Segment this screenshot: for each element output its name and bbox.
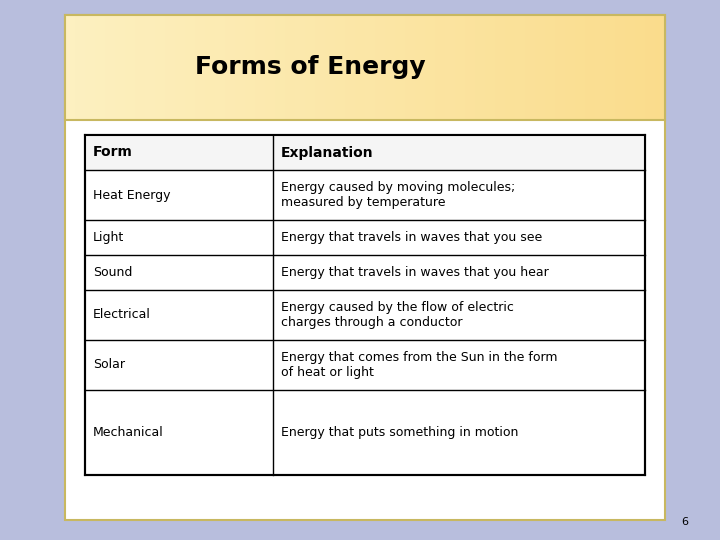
Bar [165,15,176,120]
Bar [485,15,496,120]
Text: Energy caused by moving molecules;
measured by temperature: Energy caused by moving molecules; measu… [281,181,515,209]
Text: Electrical: Electrical [93,308,151,321]
Bar [255,15,266,120]
Text: Sound: Sound [93,266,132,279]
Bar [425,15,436,120]
Bar [465,15,476,120]
Bar [535,15,546,120]
Text: Heat Energy: Heat Energy [93,188,171,201]
Bar [275,15,286,120]
Bar [615,15,626,120]
Bar [325,15,336,120]
Bar [595,15,606,120]
Bar [125,15,136,120]
Bar [85,15,96,120]
Text: Explanation: Explanation [281,145,373,159]
Bar [155,15,166,120]
Bar [75,15,86,120]
Bar [565,15,576,120]
Bar [175,15,186,120]
Bar [455,15,466,120]
Bar [85,135,645,475]
Bar [645,15,656,120]
Text: Form: Form [93,145,133,159]
Bar [605,15,616,120]
Bar [85,135,645,170]
Bar [285,15,296,120]
Bar [135,15,146,120]
Bar [145,15,156,120]
Bar [395,15,406,120]
Bar [405,15,416,120]
Bar [475,15,486,120]
Bar [115,15,126,120]
Text: Energy that travels in waves that you hear: Energy that travels in waves that you he… [281,266,549,279]
Bar [295,15,306,120]
Text: Energy that travels in waves that you see: Energy that travels in waves that you se… [281,231,542,244]
Text: Solar: Solar [93,359,125,372]
Text: Mechanical: Mechanical [93,426,163,439]
Text: Forms of Energy: Forms of Energy [195,55,426,79]
Bar [415,15,426,120]
Bar [635,15,646,120]
Bar [435,15,446,120]
Bar [305,15,316,120]
Bar [345,15,356,120]
Bar [315,15,326,120]
Bar [445,15,456,120]
Bar [655,15,666,120]
Bar [355,15,366,120]
Bar [205,15,216,120]
Bar [65,15,665,120]
Text: Energy caused by the flow of electric
charges through a conductor: Energy caused by the flow of electric ch… [281,301,513,329]
Bar [245,15,256,120]
Bar [235,15,246,120]
Bar [195,15,206,120]
Bar [625,15,636,120]
Bar [385,15,396,120]
Bar [265,15,276,120]
Text: Energy that comes from the Sun in the form
of heat or light: Energy that comes from the Sun in the fo… [281,351,557,379]
Bar [495,15,506,120]
Bar [375,15,386,120]
Bar [525,15,536,120]
Bar [65,15,665,520]
Bar [185,15,196,120]
Text: 6: 6 [682,517,688,527]
Text: Energy that puts something in motion: Energy that puts something in motion [281,426,518,439]
Bar [335,15,346,120]
Bar [65,15,76,120]
Bar [225,15,236,120]
Text: Light: Light [93,231,125,244]
Bar [585,15,596,120]
Bar [545,15,556,120]
Bar [365,15,376,120]
Bar [215,15,226,120]
Bar [95,15,106,120]
Bar [515,15,526,120]
Bar [505,15,516,120]
Bar [575,15,586,120]
Bar [555,15,566,120]
Bar [105,15,116,120]
